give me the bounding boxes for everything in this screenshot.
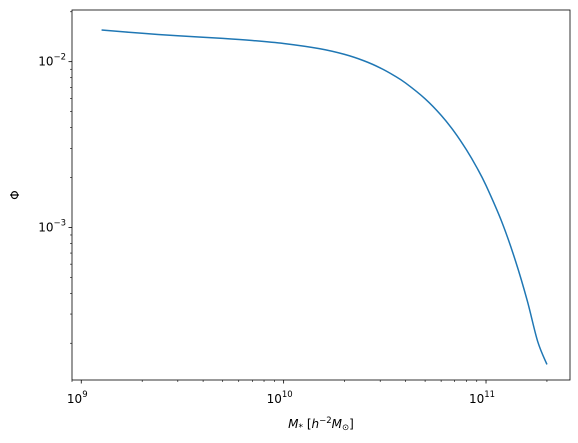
plot-background [72,10,570,380]
series-line [101,29,548,365]
major-ticks: 109 1010 1011 10−3 10−2 [38,53,495,406]
y-tick-label: 10−2 [38,53,66,69]
x-tick-label: 1010 [267,390,293,406]
x-axis-label: M* [h−2M⊙] [288,416,354,433]
x-tick-label: 1011 [469,390,495,406]
y-axis-label: Φ [8,190,22,199]
y-tick-label: 10−3 [38,218,66,234]
x-tick-label: 109 [67,390,88,406]
plot-frame [71,9,571,381]
